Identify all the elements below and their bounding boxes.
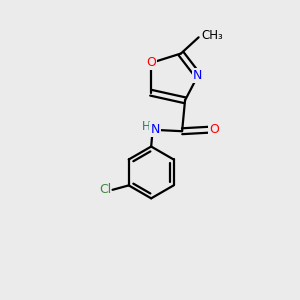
Text: CH₃: CH₃ — [202, 29, 223, 42]
Text: O: O — [146, 56, 156, 70]
Text: O: O — [209, 123, 219, 136]
Text: N: N — [193, 69, 203, 82]
Text: Cl: Cl — [99, 183, 111, 196]
Text: N: N — [150, 123, 160, 136]
Text: H: H — [142, 120, 151, 133]
